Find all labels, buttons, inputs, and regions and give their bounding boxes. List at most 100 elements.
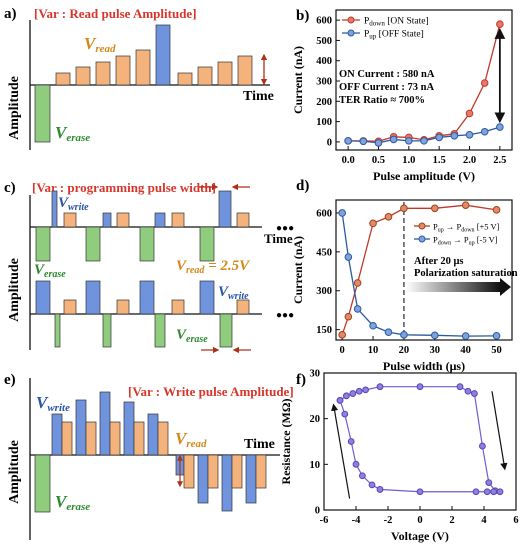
x-tick-label: -2 [384, 515, 393, 526]
hysteresis-marker [336, 397, 344, 404]
hysteresis-marker [483, 488, 491, 496]
legend-name: P [433, 235, 438, 245]
legend-sub2: down [461, 228, 474, 234]
hysteresis-marker [341, 410, 349, 418]
erase-pulse [54, 313, 61, 348]
series-marker-pup [480, 127, 489, 136]
series-marker-up-down [431, 204, 439, 213]
y-tick-label: 500 [316, 36, 332, 47]
legend-name2: P [456, 222, 461, 232]
x-tick-label: 40 [460, 345, 471, 356]
hysteresis-marker [362, 386, 370, 394]
annotation: ON Current : 580 nA [339, 69, 435, 80]
panel-c-ylabel: Amplitude [7, 258, 22, 322]
gradient-arrow-head [500, 278, 511, 296]
panel-c-write-label-bottom: Vwrite [218, 284, 249, 302]
read-pulse [237, 55, 253, 86]
legend-marker [418, 235, 426, 243]
hysteresis-marker [472, 488, 480, 496]
x-tick-label: 4 [481, 515, 487, 526]
series-marker-pup [359, 137, 368, 146]
panel-c-dots-bottom: ●●● [276, 310, 294, 321]
hysteresis-marker [485, 479, 493, 487]
panel-a-xlabel: Time [243, 89, 274, 104]
panel-a-read-label: Vread [84, 34, 116, 55]
panel-a-erase-label: Verase [55, 123, 90, 144]
read-pulse [63, 299, 77, 315]
write-pulse [155, 24, 171, 86]
series-marker-up-down [400, 204, 408, 213]
y-tick-label: 20 [310, 414, 321, 425]
panel-e-write-label: Vwrite [36, 393, 70, 414]
write-pulse [85, 280, 101, 315]
x-tick-label: 2.5 [493, 155, 506, 166]
hysteresis-marker [479, 442, 486, 450]
read-pulse [116, 212, 130, 228]
legend-arrow: → [444, 222, 457, 232]
legend-suffix: [OFF State] [376, 30, 424, 40]
series-marker-pdown [465, 109, 474, 118]
y-axis-label: Current (nA) [291, 236, 305, 304]
read-pulse [135, 49, 151, 86]
x-tick-label: 1.5 [433, 155, 446, 166]
series-marker-down-up [353, 305, 362, 313]
plot-frame [335, 9, 513, 151]
series-marker-up-down [369, 219, 377, 228]
write-pulse [51, 413, 63, 456]
read-pulse [231, 454, 243, 489]
x-axis-label: Voltage (V) [391, 529, 449, 543]
legend-suffix: [-5 V] [475, 235, 498, 245]
series-marker-up-down [492, 206, 501, 214]
series-marker-pup [435, 133, 443, 142]
read-pulse [95, 61, 111, 86]
legend-entry: Pup → Pdown [+5 V] [433, 222, 500, 234]
y-tick-label: 100 [316, 117, 332, 128]
series-marker-pup [374, 139, 383, 147]
legend-arrow: → [451, 235, 464, 245]
legend-suffix: [ON State] [385, 17, 429, 27]
write-pulse [102, 212, 112, 228]
hysteresis-marker [416, 383, 424, 391]
x-tick-label: 0.5 [372, 155, 385, 166]
write-pulse [218, 190, 232, 228]
y-tick-label: 300 [316, 286, 332, 297]
read-pulse [61, 421, 73, 456]
y-tick-label: 30 [310, 369, 321, 380]
x-tick-label: 0.0 [342, 155, 355, 166]
series-marker-down-up [492, 332, 501, 340]
erase-pulse [34, 454, 51, 513]
x-axis-label: Pulse amplitude (V) [373, 169, 475, 183]
erase-pulse [154, 313, 166, 348]
legend-entry: Pup [OFF State] [364, 30, 424, 41]
write-pulse-neg [197, 454, 209, 504]
x-tick-label: 30 [430, 345, 441, 356]
legend-marker [347, 29, 355, 37]
series-marker-pup [405, 137, 413, 145]
read-pulse [177, 72, 193, 86]
panel-c-letter: c) [4, 180, 16, 196]
x-tick-label: -6 [320, 515, 329, 526]
series-marker-up-down [344, 312, 353, 321]
erase-pulse [219, 313, 233, 348]
y-axis-label: Current (nA) [291, 46, 305, 114]
legend-sub: up [369, 33, 377, 41]
x-tick-label: 10 [368, 345, 379, 356]
legend-sub2: up [469, 241, 475, 247]
panel-letter: f) [296, 372, 306, 388]
series-marker-down-up [461, 332, 470, 340]
read-pulse [207, 454, 219, 489]
series-marker-pup [465, 130, 474, 139]
read-pulse [75, 66, 91, 86]
hysteresis-marker [352, 460, 360, 468]
write-pulse-neg [221, 454, 233, 512]
series-marker-pup [420, 137, 428, 145]
panel-a-title: [Var : Read pulse Amplitude] [34, 6, 197, 21]
erase-pulse [199, 226, 215, 262]
x-tick-label: 20 [399, 345, 410, 356]
read-pulse [55, 72, 71, 86]
annotation: TER Ratio ≈ 700% [339, 95, 425, 106]
hysteresis-marker [490, 488, 498, 496]
write-pulse [199, 280, 215, 315]
hysteresis-marker [416, 488, 424, 496]
